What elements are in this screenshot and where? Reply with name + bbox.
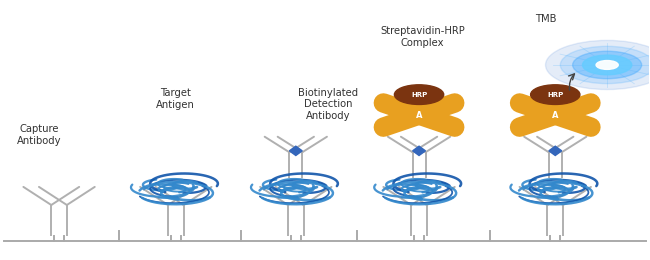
Text: A: A (416, 110, 422, 120)
Polygon shape (289, 146, 302, 155)
Circle shape (582, 55, 632, 75)
Circle shape (573, 51, 642, 79)
Text: HRP: HRP (411, 92, 427, 98)
Circle shape (530, 85, 580, 105)
Polygon shape (413, 146, 426, 155)
Text: Streptavidin-HRP
Complex: Streptavidin-HRP Complex (380, 26, 465, 48)
Circle shape (545, 40, 650, 89)
Polygon shape (549, 146, 562, 155)
Circle shape (395, 85, 444, 105)
Circle shape (596, 61, 618, 69)
Circle shape (560, 46, 650, 84)
Text: A: A (552, 110, 558, 120)
Text: Biotinylated
Detection
Antibody: Biotinylated Detection Antibody (298, 88, 358, 121)
Text: Capture
Antibody: Capture Antibody (18, 124, 62, 146)
Text: TMB: TMB (535, 14, 556, 24)
Text: HRP: HRP (547, 92, 564, 98)
Text: Target
Antigen: Target Antigen (157, 88, 195, 110)
